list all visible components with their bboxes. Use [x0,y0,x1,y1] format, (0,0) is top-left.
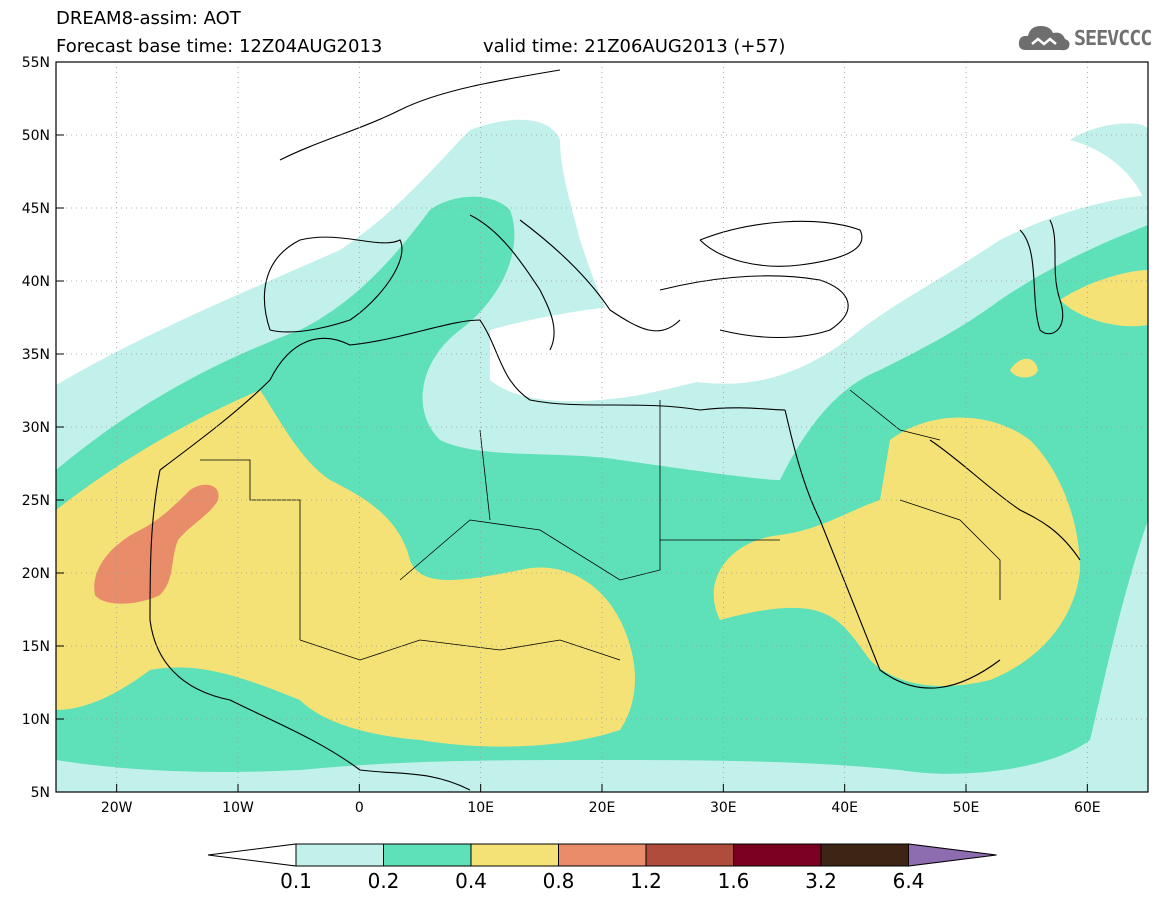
map-title: DREAM8-assim: AOT [56,8,241,29]
coast-africa-north [159,319,786,471]
aot-band-0.4-iran [1010,358,1038,378]
coast-italy [469,214,555,351]
lon-label: 60E [1074,800,1101,816]
coast-caspian [1019,219,1064,335]
lat-label: 20N [22,566,50,582]
forecast-base-time: Forecast base time: 12Z04AUG2013 [56,36,383,57]
aot-clear-mediterranean [490,300,797,402]
legend-upper-arrow [908,843,997,867]
lat-label: 55N [22,55,50,71]
lon-label: 10E [467,800,494,816]
coast-levant-red-sea [784,409,1001,689]
coast-black-sea [699,220,863,267]
lon-label: 30E [710,800,737,816]
legend-swatch [295,843,384,867]
lat-label: 50N [22,128,50,144]
legend-swatch [558,843,647,867]
lat-label: 10N [22,712,50,728]
lat-label: 25N [22,493,50,509]
legend-value: 0.2 [368,869,400,893]
color-legend: 0.1 0.2 0.4 0.8 1.2 1.6 3.2 6.4 [207,843,997,893]
lat-label: 40N [22,274,50,290]
graticule [56,62,1148,792]
lat-label: 45N [22,201,50,217]
aot-band-0.4-arabia [713,417,1080,686]
legend-value: 0.8 [543,869,575,893]
lat-label: 15N [22,639,50,655]
coast-africa-west [149,469,471,791]
coast-balkans-greece [519,219,681,332]
lat-label: 30N [22,420,50,436]
logo-text: SEEVCCC [1074,26,1152,50]
legend-lower-arrow [207,843,297,867]
lat-label: 5N [31,785,50,801]
legend-value: 6.4 [893,869,925,893]
coast-turkey [659,275,849,338]
valid-time: valid time: 21Z06AUG2013 (+57) [483,36,786,57]
border-sahel [299,639,621,661]
aot-band-0.4-caspian [1060,270,1148,327]
aot-band-0.4-west [56,390,635,747]
coast-arabia-gulf [929,439,1081,561]
aot-band-0.8 [94,484,219,604]
legend-swatch [733,843,822,867]
cloud-logo-icon [1018,26,1070,51]
legend-value: 0.4 [455,869,487,893]
legend-value: 0.1 [280,869,312,893]
lon-label: 20W [101,800,133,816]
lon-label: 20E [589,800,616,816]
lat-label: 35N [22,347,50,363]
legend-swatch [383,843,472,867]
coastlines [149,69,1081,791]
legend-swatch [820,843,909,867]
legend-swatch [645,843,734,867]
lon-label: 50E [953,800,980,816]
border-sahara-1 [200,459,301,640]
lon-label: 40E [831,800,858,816]
legend-value: 3.2 [805,869,837,893]
coast-europe-north [279,69,561,161]
border-sahara-3 [479,400,661,540]
coast-iberia [263,236,403,333]
seevccc-logo: SEEVCCC [1016,20,1156,56]
border-arabia [849,389,1001,600]
lon-label: 0 [355,800,364,816]
legend-value: 1.6 [718,869,750,893]
lon-label: 10W [222,800,254,816]
lat-labels: 55N 50N 45N 40N 35N 30N 25N 20N 15N 10N 5N [22,55,64,801]
legend-value: 1.2 [630,869,662,893]
legend-swatch [470,843,559,867]
country-borders [200,389,1001,661]
lon-labels: 20W 10W 0 10E 20E 30E 40E 50E 60E [101,784,1101,816]
aot-fields [56,119,1148,792]
